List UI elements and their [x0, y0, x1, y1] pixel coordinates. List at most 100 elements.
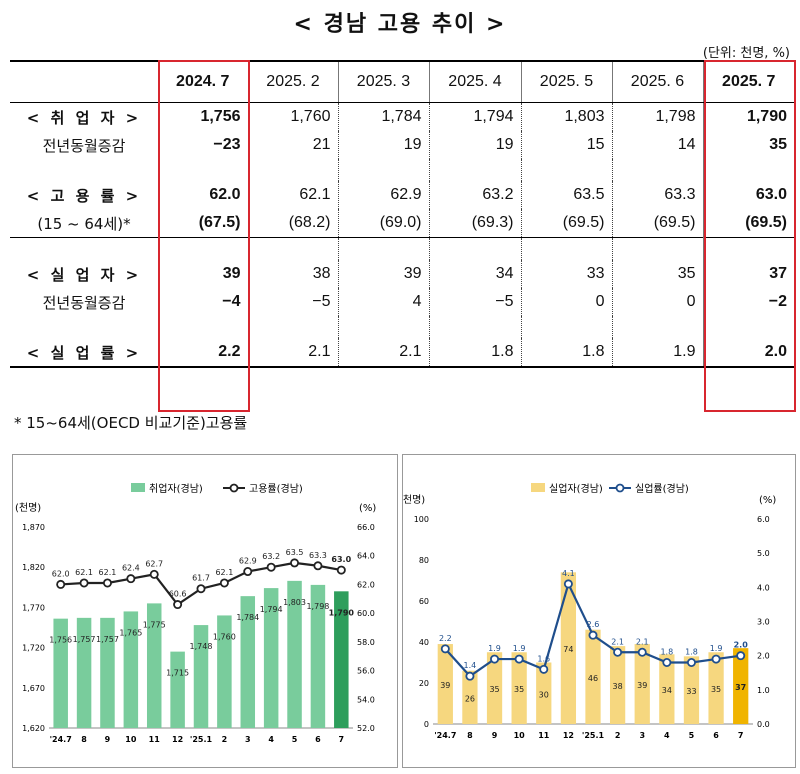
y-tick-left: 60 — [419, 597, 429, 606]
y-tick-left: 80 — [419, 556, 429, 565]
line-label: 61.7 — [192, 574, 210, 583]
y-tick-right: 0.0 — [757, 720, 770, 729]
bar-label: 35 — [514, 685, 524, 694]
bar-label: 39 — [637, 681, 647, 690]
spacer-cell — [520, 316, 612, 338]
bar-label: 37 — [735, 683, 746, 692]
bar-label: 35 — [711, 685, 721, 694]
line-point — [490, 654, 500, 664]
table-row: < 고 용 률 > 62.0 62.1 62.9 63.2 63.5 63.3 63.0 — [10, 181, 794, 209]
spacer-cell — [10, 237, 158, 260]
bar-label: 34 — [662, 686, 672, 695]
y-tick-right: 64.0 — [357, 552, 375, 561]
bar-label: 1,798 — [306, 602, 329, 611]
bar-label: 33 — [686, 687, 696, 696]
spacer-cell — [611, 159, 703, 181]
line-point — [173, 600, 183, 610]
spacer-cell — [611, 237, 703, 260]
bar-label: 1,756 — [49, 636, 72, 645]
x-tick-label: 12 — [563, 731, 574, 740]
bar — [634, 644, 650, 724]
y-tick-right: 56.0 — [357, 667, 375, 676]
highlight-2025-7 — [704, 60, 796, 412]
bar-label: 1,760 — [213, 632, 236, 641]
bar-label: 1,757 — [96, 635, 119, 644]
table-cell: 35 — [702, 131, 794, 159]
table-cell: 1,798 — [611, 102, 703, 131]
y-tick-left: 1,720 — [22, 644, 45, 653]
spacer-row — [10, 159, 794, 181]
page-title: < 경남 고용 추이 > — [293, 12, 507, 37]
spacer-cell — [428, 237, 521, 260]
column-header: 2025. 5 — [520, 60, 612, 103]
legend-swatch-bar — [531, 483, 545, 492]
table-cell: 62.9 — [337, 181, 429, 209]
spacer-cell — [337, 159, 429, 181]
y-tick-right: 4.0 — [757, 583, 770, 592]
table-cell: −2 — [702, 288, 794, 316]
table-cell: −5 — [428, 288, 521, 316]
line-label: 2.2 — [439, 634, 452, 643]
line-label: 62.1 — [215, 568, 233, 577]
line-label: 2.6 — [587, 620, 600, 629]
x-tick-label: 5 — [292, 735, 298, 744]
table-cell: 2.0 — [702, 338, 794, 368]
bar-label: 1,784 — [236, 613, 259, 622]
y-tick-left: 1,770 — [22, 603, 45, 612]
line-point — [514, 654, 524, 664]
unit-label: (단위: 천명, %) — [702, 46, 790, 61]
table-cell: 63.5 — [520, 181, 612, 209]
table-cell: 63.3 — [611, 181, 703, 209]
table-cell: 1,794 — [428, 102, 521, 131]
x-tick-label: 9 — [492, 731, 498, 740]
table-cell: (67.5) — [198, 214, 241, 231]
legend-marker — [229, 483, 239, 493]
spacer-cell — [428, 159, 521, 181]
spacer-cell — [337, 237, 429, 260]
line-label: 63.3 — [309, 551, 327, 560]
bar — [287, 580, 302, 728]
table-cell: 1.8 — [428, 338, 521, 368]
unemployment-chart-panel: 실업자(경남) 실업률(경남) (천명) (%) 0 20 40 60 80 100 0.0 1.0 2… — [399, 454, 796, 768]
x-tick-label: 9 — [105, 735, 111, 744]
bar-label: 1,748 — [190, 642, 213, 651]
x-tick-label: 2 — [222, 735, 228, 744]
bar-label: 74 — [563, 645, 573, 654]
x-tick-label: 11 — [149, 735, 161, 744]
line-label: 62.7 — [145, 559, 163, 568]
line-point — [243, 567, 253, 577]
bar — [334, 591, 349, 728]
table-cell: −4 — [222, 293, 241, 310]
x-tick-label: 6 — [315, 735, 321, 744]
spacer-cell — [10, 159, 158, 181]
y-tick-left: 20 — [419, 679, 429, 688]
line-point — [711, 654, 721, 664]
column-header: 2025. 4 — [428, 60, 521, 103]
x-tick-label: '25.1 — [190, 735, 213, 744]
bar — [659, 654, 675, 724]
column-header: 2025. 6 — [611, 60, 703, 103]
table-cell: 0 — [611, 288, 703, 316]
x-tick-label: 12 — [172, 735, 183, 744]
table-cell: 1,803 — [520, 102, 612, 131]
y-tick-right: 1.0 — [757, 686, 770, 695]
table-cell: 2.1 — [247, 338, 338, 368]
x-tick-label: 7 — [738, 731, 744, 740]
bar-label: 35 — [489, 685, 499, 694]
bar — [146, 603, 162, 728]
row-label: < 실 업 률 > — [10, 338, 158, 368]
bar — [486, 652, 503, 724]
line-point — [79, 578, 89, 588]
spacer-cell — [520, 237, 612, 260]
line-label: 1.8 — [660, 648, 673, 657]
x-tick-label: 2 — [615, 731, 621, 740]
spacer-cell — [702, 237, 794, 260]
spacer-cell — [247, 159, 338, 181]
legend-marker — [615, 483, 625, 493]
line-point — [290, 558, 300, 568]
bar-label: 1,790 — [329, 608, 355, 617]
line-point — [686, 657, 696, 667]
table-cell: 37 — [702, 260, 794, 288]
spacer-cell — [10, 316, 158, 338]
line-point — [662, 657, 672, 667]
